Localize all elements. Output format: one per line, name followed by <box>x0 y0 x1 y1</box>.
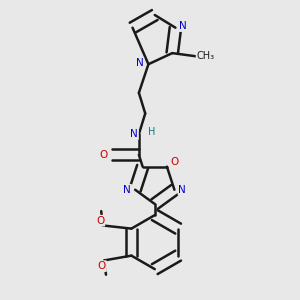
Text: CH₃: CH₃ <box>196 51 215 61</box>
Text: N: N <box>123 185 131 195</box>
Text: O: O <box>171 157 179 167</box>
Text: O: O <box>100 150 108 160</box>
Text: N: N <box>136 58 143 68</box>
Text: N: N <box>179 21 187 31</box>
Text: O: O <box>96 216 104 226</box>
Text: O: O <box>98 261 106 271</box>
Text: H: H <box>148 127 155 136</box>
Text: N: N <box>130 129 138 139</box>
Text: N: N <box>178 185 186 195</box>
